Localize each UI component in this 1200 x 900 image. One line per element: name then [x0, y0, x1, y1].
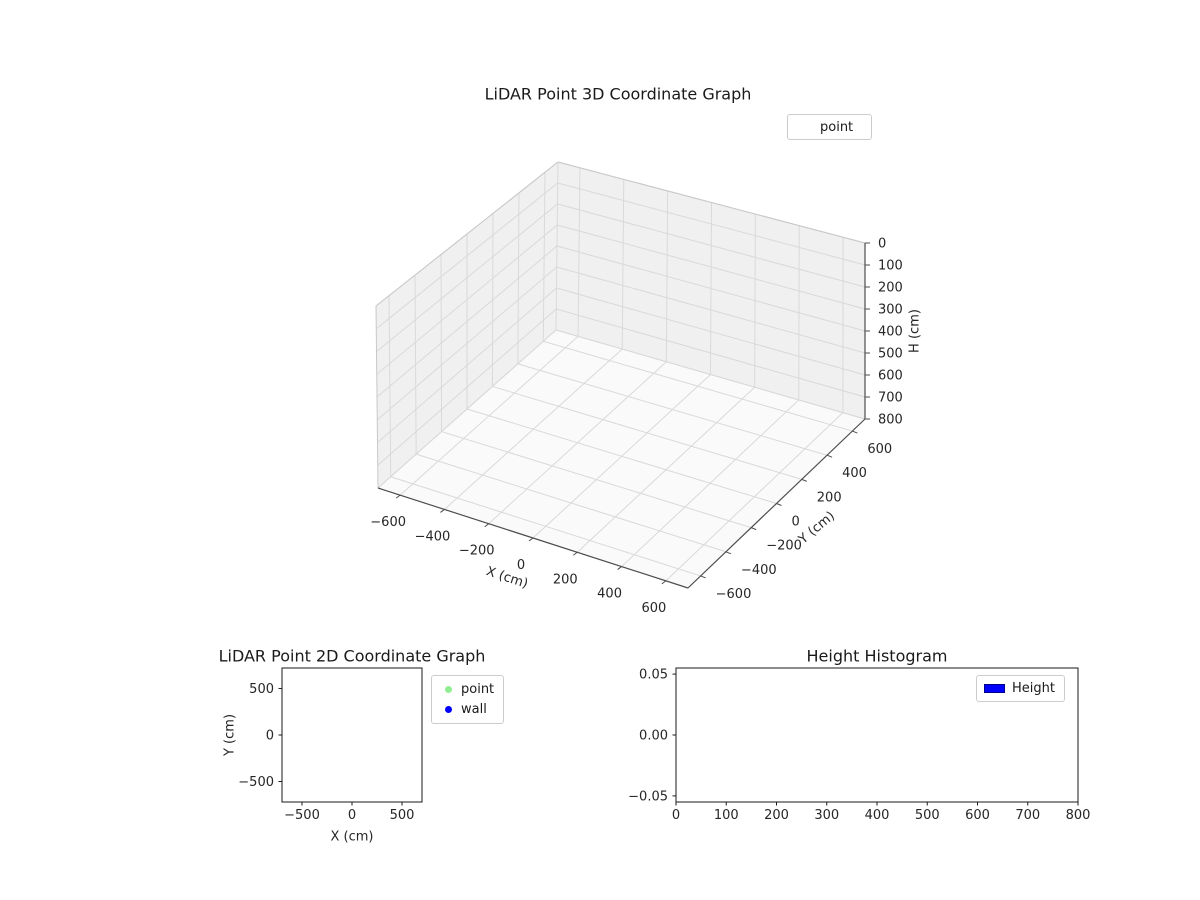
svg-text:0: 0 — [792, 515, 800, 530]
svg-text:−500: −500 — [284, 808, 320, 823]
svg-text:0: 0 — [517, 558, 525, 573]
svg-text:−400: −400 — [415, 529, 451, 544]
svg-text:300: 300 — [814, 808, 839, 823]
svg-text:0: 0 — [672, 808, 680, 823]
svg-text:100: 100 — [714, 808, 739, 823]
point-marker-icon — [445, 686, 452, 693]
plot3d-ticks: −600−400−2000200400600−600−400−200020040… — [370, 237, 903, 616]
svg-text:0.00: 0.00 — [639, 729, 668, 744]
svg-text:−0.05: −0.05 — [628, 789, 668, 804]
svg-text:300: 300 — [878, 303, 903, 318]
svg-text:0: 0 — [348, 808, 356, 823]
legend-label-wall: wall — [461, 702, 487, 717]
svg-text:200: 200 — [878, 281, 903, 296]
svg-text:0.05: 0.05 — [639, 668, 668, 683]
plot3d-legend: point — [787, 114, 872, 140]
svg-text:500: 500 — [878, 347, 903, 362]
plot3d-zaxis-label: H (cm) — [907, 309, 923, 353]
svg-text:−200: −200 — [459, 544, 495, 559]
legend-label-height: Height — [1012, 681, 1055, 696]
legend-item-wall: wall — [436, 702, 494, 717]
svg-text:200: 200 — [553, 572, 578, 587]
plot2d-xaxis-label: X (cm) — [330, 829, 374, 845]
svg-text:400: 400 — [865, 808, 890, 823]
height-swatch-icon — [984, 684, 1005, 693]
svg-text:700: 700 — [878, 391, 903, 406]
svg-text:700: 700 — [1015, 808, 1040, 823]
svg-text:800: 800 — [1066, 808, 1091, 823]
svg-text:0: 0 — [878, 237, 886, 252]
svg-text:600: 600 — [965, 808, 990, 823]
plot2d-yaxis-label: Y (cm) — [222, 713, 238, 757]
svg-text:400: 400 — [878, 325, 903, 340]
svg-text:400: 400 — [842, 466, 867, 481]
svg-text:600: 600 — [641, 601, 666, 616]
svg-text:600: 600 — [878, 369, 903, 384]
svg-text:−600: −600 — [716, 587, 752, 602]
plot3d-grid — [375, 161, 866, 582]
svg-text:−600: −600 — [370, 515, 406, 530]
svg-text:500: 500 — [390, 808, 415, 823]
svg-text:200: 200 — [764, 808, 789, 823]
legend-empty-marker — [788, 127, 820, 128]
svg-text:−500: −500 — [238, 775, 274, 790]
svg-text:500: 500 — [249, 682, 274, 697]
svg-text:−400: −400 — [741, 563, 777, 578]
plot3d-title: LiDAR Point 3D Coordinate Graph — [484, 84, 752, 104]
histogram-axes: 0 100 200 300 400 500 600 700 800 −0.05 0.00 0.05 — [628, 667, 1091, 823]
svg-text:100: 100 — [878, 259, 903, 274]
svg-text:500: 500 — [915, 808, 940, 823]
legend-label-point: point — [461, 682, 495, 697]
plot3d-legend-label: point — [820, 119, 854, 135]
svg-text:600: 600 — [867, 442, 892, 457]
histogram-title: Height Histogram — [806, 646, 948, 666]
svg-text:0: 0 — [266, 729, 274, 744]
svg-text:−200: −200 — [766, 539, 802, 554]
histogram-legend: Height — [976, 675, 1065, 702]
plot2d-title: LiDAR Point 2D Coordinate Graph — [218, 646, 486, 666]
svg-text:800: 800 — [878, 413, 903, 428]
wall-marker-icon — [445, 706, 452, 713]
legend-item-point: point — [436, 682, 494, 697]
svg-text:400: 400 — [597, 587, 622, 602]
plot2d-legend: point wall — [431, 675, 505, 724]
svg-text:200: 200 — [817, 490, 842, 505]
plot2d-axes: −500 0 500 −500 0 500 — [238, 667, 423, 823]
